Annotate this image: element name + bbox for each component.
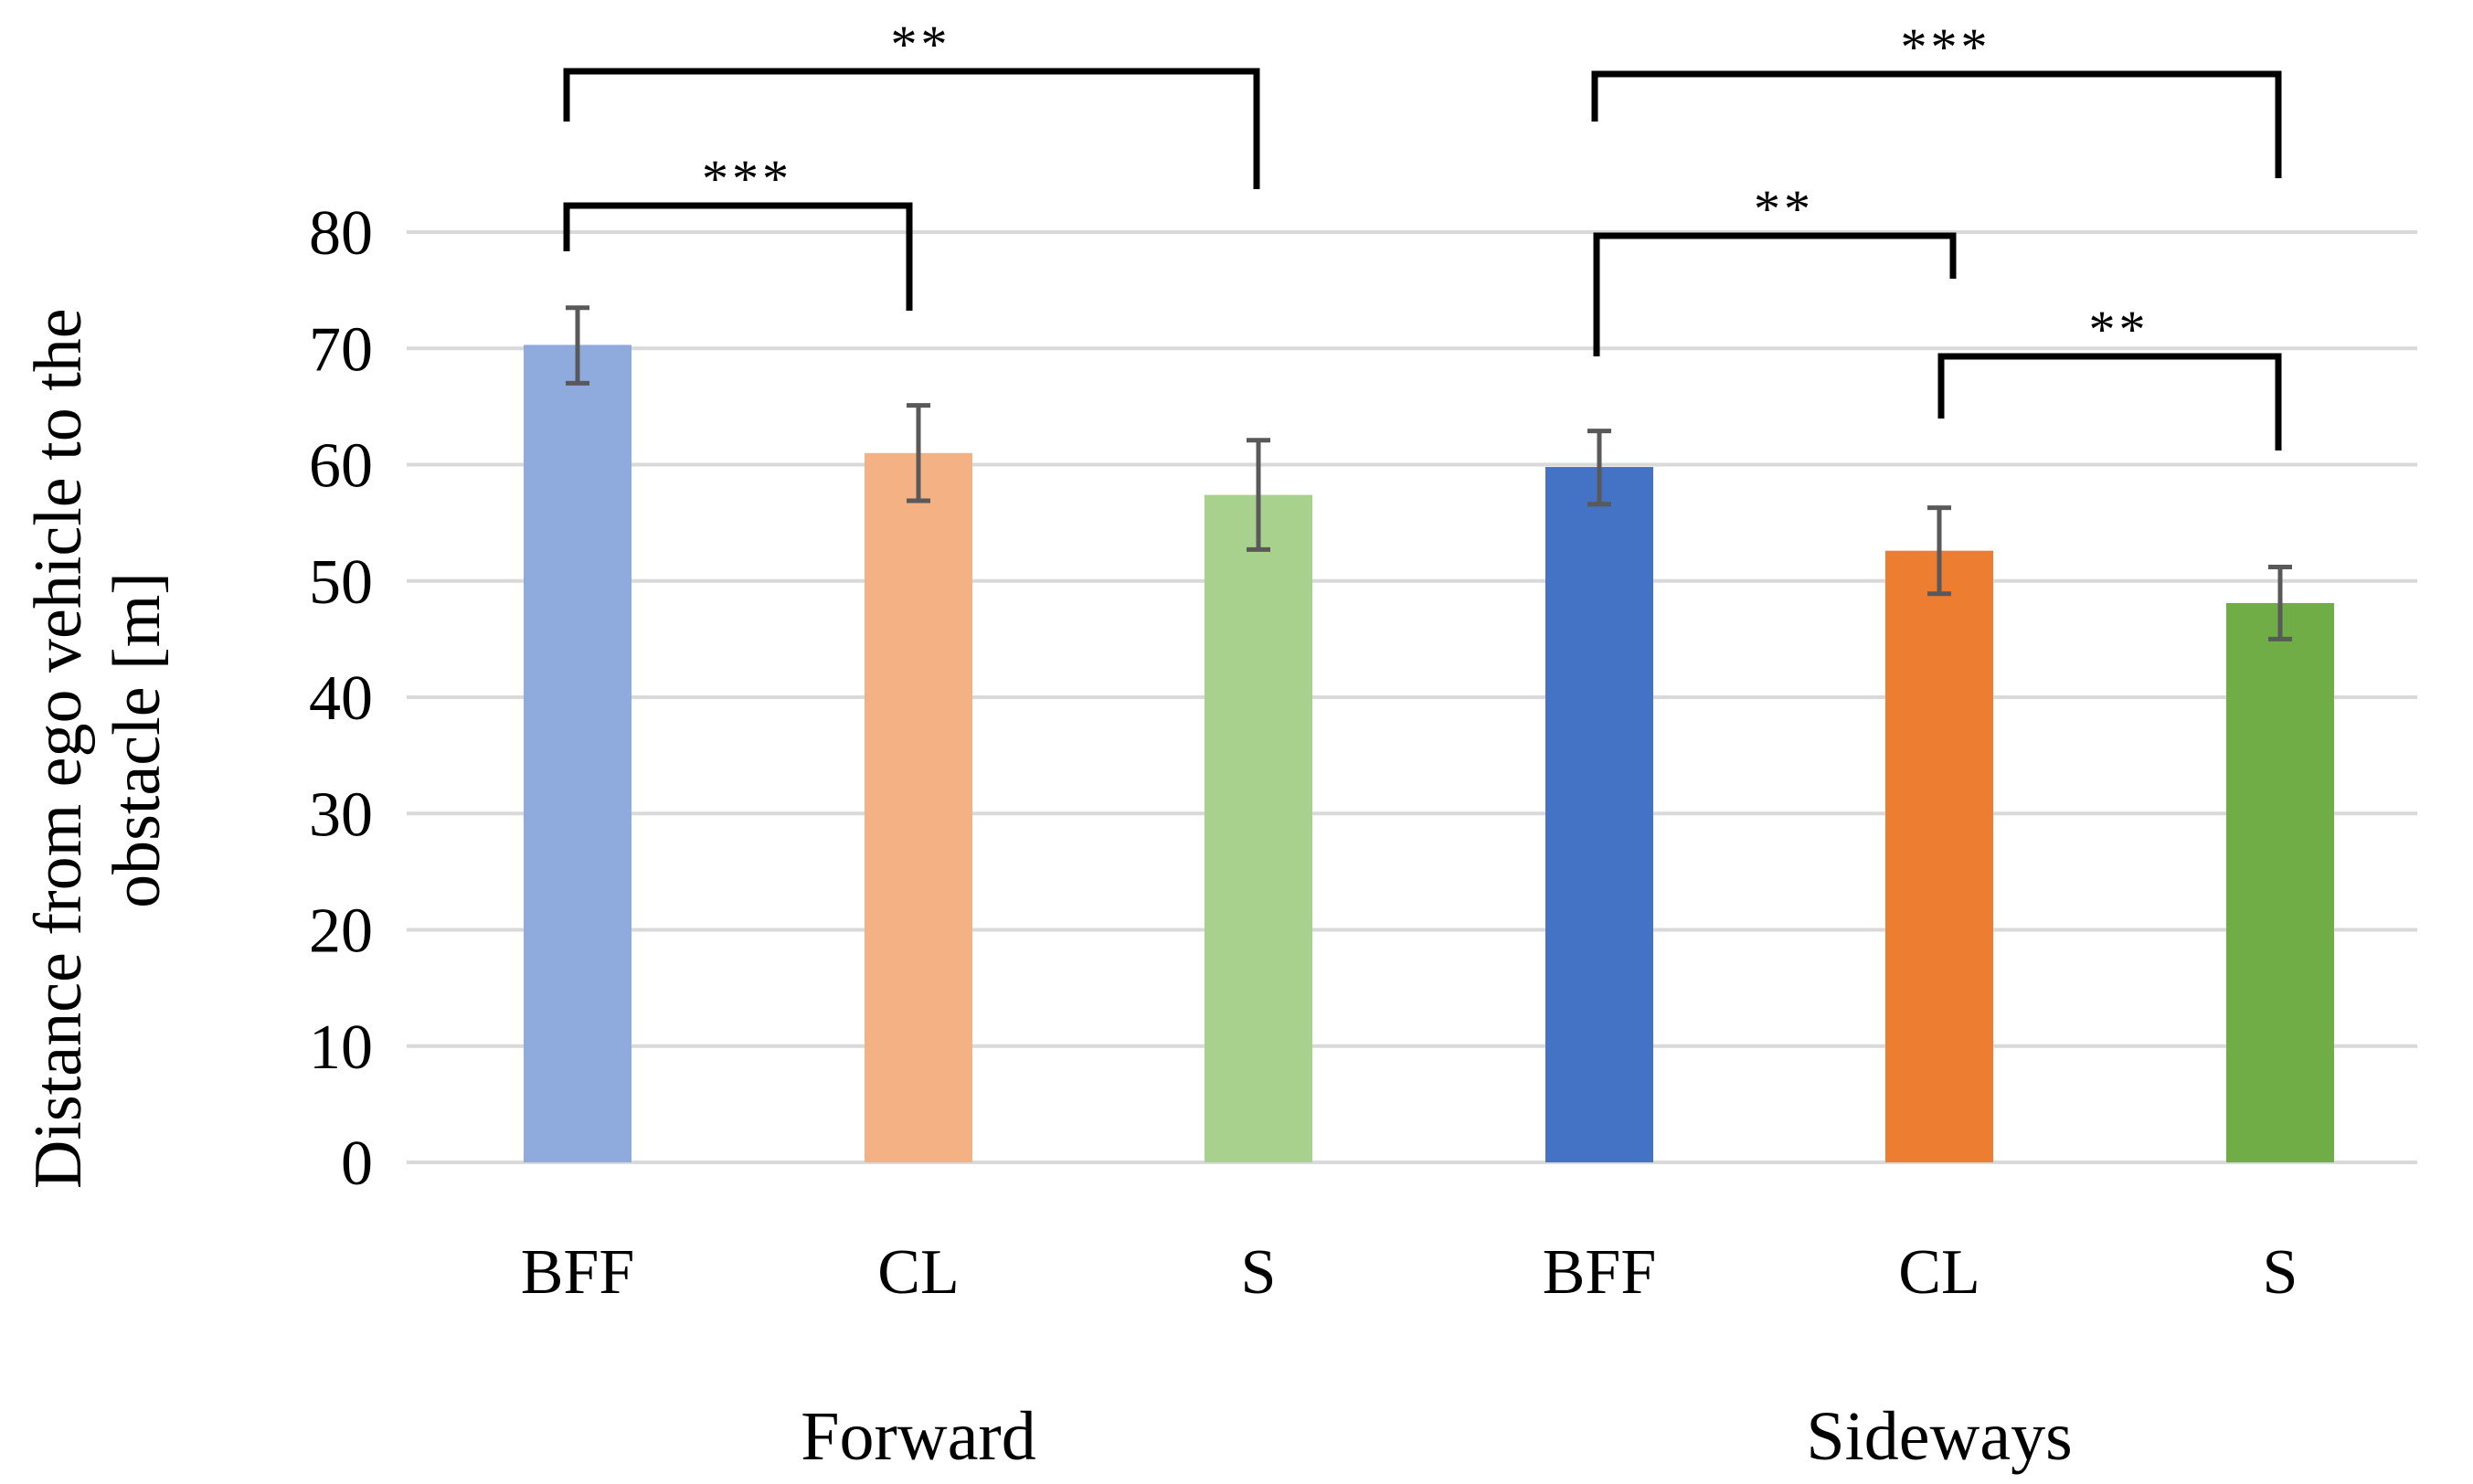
error-bar-forward-cl xyxy=(907,403,930,504)
group-label-forward: Forward xyxy=(801,1398,1036,1475)
y-axis-label: Distance from ego vehicle to the obstacl… xyxy=(21,292,175,1189)
bracket-line xyxy=(1937,353,2282,450)
significance-label: ** xyxy=(1754,179,1814,238)
category-labels: BFF CL S BFF CL S xyxy=(521,1237,2298,1308)
bar-forward-s xyxy=(1205,494,1312,1162)
bar-forward-bff xyxy=(524,344,632,1162)
significance-label: *** xyxy=(702,149,792,208)
bars xyxy=(524,344,2334,1162)
y-axis-label-line-1: Distance from ego vehicle to the xyxy=(21,308,96,1189)
group-labels: Forward Sideways xyxy=(801,1398,2072,1475)
error-bar-sideways-s xyxy=(2268,564,2292,641)
y-axis-label-line-2: obstacle [m] xyxy=(100,572,175,908)
y-tick-label: 80 xyxy=(309,198,373,269)
significance-brackets: ***** ******* xyxy=(563,15,2282,450)
significance-bracket: *** xyxy=(1591,17,2282,178)
bracket-line xyxy=(1591,70,2282,178)
significance-bracket: ** xyxy=(1593,179,1957,356)
error-bar-forward-bff xyxy=(566,305,589,386)
y-tick-label: 20 xyxy=(309,896,373,967)
group-label-sideways: Sideways xyxy=(1806,1398,2072,1475)
bar-sideways-s xyxy=(2226,602,2334,1162)
category-label: BFF xyxy=(521,1237,635,1308)
bracket-line xyxy=(1593,232,1957,356)
bar-sideways-cl xyxy=(1885,550,1993,1162)
y-tick-label: 60 xyxy=(309,431,373,502)
significance-bracket: ** xyxy=(1937,300,2282,450)
y-axis-ticks: 0 10 20 30 40 50 60 70 80 xyxy=(309,198,373,1199)
y-tick-label: 70 xyxy=(309,314,373,385)
error-bars xyxy=(566,305,2292,641)
y-tick-label: 30 xyxy=(309,779,373,850)
significance-label: ** xyxy=(891,15,951,74)
bar-forward-cl xyxy=(865,452,972,1162)
significance-label: ** xyxy=(2089,300,2149,359)
y-tick-label: 40 xyxy=(309,663,373,734)
category-label: CL xyxy=(877,1237,959,1308)
significance-bracket: ** xyxy=(563,15,1260,189)
category-label: CL xyxy=(1898,1237,1979,1308)
gridlines xyxy=(407,230,2417,1164)
bracket-line xyxy=(563,202,913,311)
category-label: S xyxy=(2263,1237,2298,1308)
category-label: BFF xyxy=(1543,1237,1657,1308)
y-tick-label: 10 xyxy=(309,1012,373,1083)
y-tick-label: 0 xyxy=(341,1129,373,1199)
error-bar-sideways-bff xyxy=(1587,429,1611,507)
error-bar-forward-s xyxy=(1247,438,1270,552)
error-bar-sideways-cl xyxy=(1927,505,1951,597)
y-tick-label: 50 xyxy=(309,547,373,618)
bar-sideways-bff xyxy=(1545,467,1653,1162)
significance-label: *** xyxy=(1901,17,1991,77)
significance-bracket: *** xyxy=(563,149,913,311)
category-label: S xyxy=(1241,1237,1277,1308)
bracket-line xyxy=(563,68,1260,189)
